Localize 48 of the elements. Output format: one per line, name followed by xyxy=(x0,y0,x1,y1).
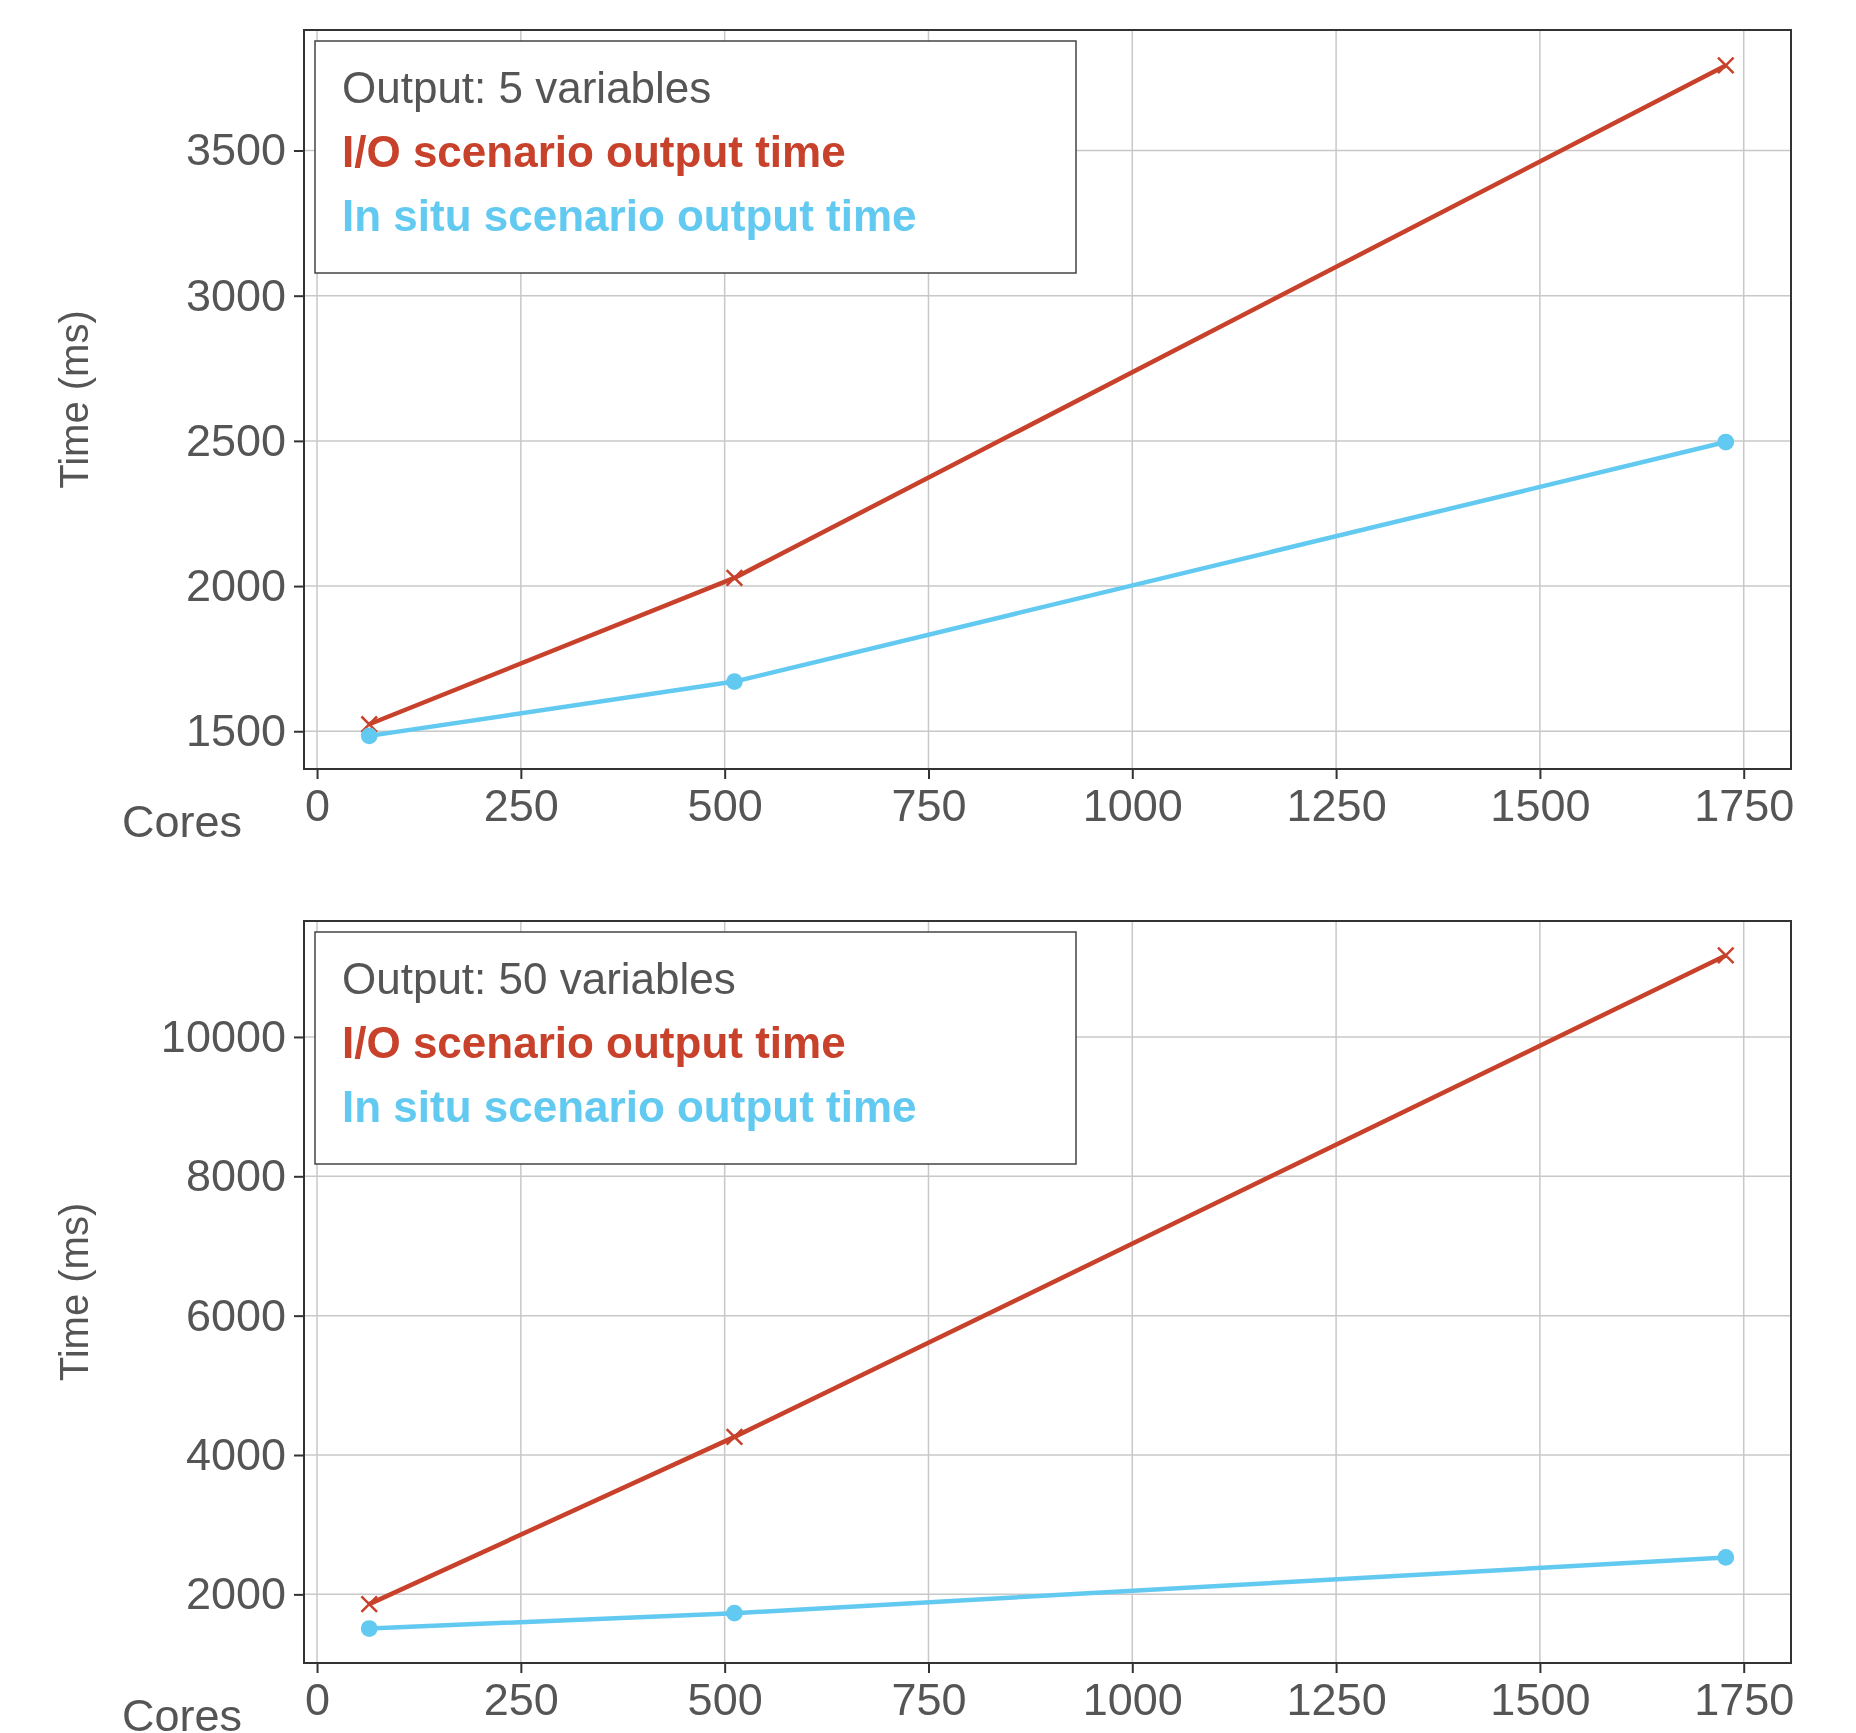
y-axis-title: Time (ms) xyxy=(52,1202,96,1382)
x-tick-label: 1000 xyxy=(1082,1673,1183,1725)
x-tick-label: 1500 xyxy=(1490,779,1591,831)
point xyxy=(726,673,743,690)
point xyxy=(1716,946,1735,965)
x-tick-label: 1250 xyxy=(1286,1673,1387,1725)
x-tick-label: 1500 xyxy=(1490,1673,1591,1725)
text: I/O scenario output time xyxy=(342,1018,846,1067)
point xyxy=(360,1595,379,1614)
x-tick-label: 1000 xyxy=(1082,779,1183,831)
y-tick-label: 8000 xyxy=(185,1150,286,1202)
x-tick-label: 500 xyxy=(687,779,763,831)
x-axis-title: Cores xyxy=(121,1690,242,1733)
point xyxy=(726,1604,743,1622)
y-tick-label: 2000 xyxy=(185,1568,286,1620)
text: In situ scenario output time xyxy=(342,1082,917,1131)
y-tick-label: 2000 xyxy=(185,559,286,611)
y-tick-label: 3000 xyxy=(185,269,286,321)
x-tick-label: 1250 xyxy=(1286,779,1387,831)
x-tick-label: 250 xyxy=(483,779,559,831)
point xyxy=(725,1427,744,1446)
point xyxy=(725,568,744,587)
point xyxy=(360,727,378,745)
text: In situ scenario output time xyxy=(342,191,917,240)
point xyxy=(360,1620,378,1637)
y-tick-label: 1500 xyxy=(185,705,286,757)
x-tick-label: 500 xyxy=(687,1673,763,1725)
x-tick-label: 250 xyxy=(483,1673,559,1725)
y-axis-title: Time (ms) xyxy=(52,310,96,489)
y-tick-label: 6000 xyxy=(185,1289,286,1341)
x-tick-label: 750 xyxy=(891,1673,967,1725)
point xyxy=(1716,56,1735,75)
x-tick-label: 1750 xyxy=(1694,1673,1795,1725)
x-tick-label: 0 xyxy=(305,1673,331,1725)
y-tick-label: 10000 xyxy=(160,1010,286,1062)
y-tick-label: 2500 xyxy=(185,414,286,466)
y-tick-label: 4000 xyxy=(185,1428,286,1480)
point xyxy=(360,715,379,734)
x-tick-label: 1750 xyxy=(1694,779,1795,831)
y-tick-label: 3500 xyxy=(185,124,286,176)
text: I/O scenario output time xyxy=(342,127,846,176)
point xyxy=(1717,1549,1735,1566)
x-tick-label: 750 xyxy=(891,779,967,831)
x-axis-title: Cores xyxy=(121,796,242,847)
x-tick-label: 0 xyxy=(305,779,331,831)
point xyxy=(1717,433,1735,451)
legend-title: Output: 5 variables xyxy=(342,63,712,112)
legend-title: Output: 50 variables xyxy=(342,954,736,1003)
